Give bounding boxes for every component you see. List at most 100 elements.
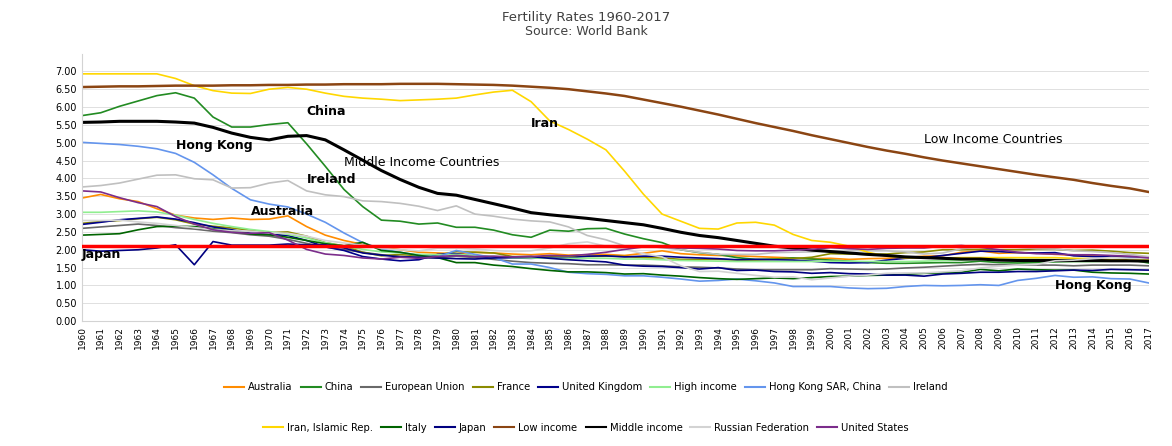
- France: [355, 250, 369, 255]
- China: [1104, 259, 1118, 264]
- Text: Japan: Japan: [82, 248, 122, 260]
- United States: [374, 256, 388, 262]
- Australia: [1010, 250, 1024, 255]
- High income: [338, 244, 352, 249]
- France: [75, 221, 89, 226]
- European Union: [75, 226, 89, 231]
- Ireland: [75, 184, 89, 190]
- United Kingdom: [75, 222, 89, 227]
- United Kingdom: [898, 256, 912, 261]
- United States: [319, 252, 333, 257]
- European Union: [131, 221, 145, 227]
- China: [169, 90, 183, 95]
- European Union: [1104, 262, 1118, 268]
- France: [730, 257, 744, 263]
- Hong Kong SAR, China: [75, 140, 89, 145]
- Japan: [917, 273, 931, 279]
- Text: Hong Kong: Hong Kong: [176, 139, 252, 152]
- European Union: [338, 247, 352, 252]
- Low income: [319, 82, 333, 87]
- Line: Hong Kong SAR, China: Hong Kong SAR, China: [82, 142, 1149, 289]
- Middle income: [338, 147, 352, 153]
- Line: Japan: Japan: [82, 242, 1149, 276]
- United Kingdom: [1142, 256, 1156, 261]
- High income: [730, 259, 744, 264]
- United Kingdom: [355, 254, 369, 259]
- Low income: [992, 166, 1006, 172]
- Hong Kong SAR, China: [861, 286, 875, 291]
- China: [338, 187, 352, 192]
- Line: Russian Federation: Russian Federation: [82, 220, 1149, 280]
- Line: China: China: [82, 93, 1149, 263]
- United States: [879, 246, 893, 251]
- France: [1104, 248, 1118, 254]
- Line: Middle income: Middle income: [82, 121, 1149, 261]
- Line: United States: United States: [82, 191, 1149, 259]
- Australia: [1104, 254, 1118, 259]
- France: [898, 250, 912, 255]
- Japan: [805, 271, 819, 276]
- Japan: [1010, 269, 1024, 274]
- Iran, Islamic Rep.: [319, 91, 333, 96]
- Iran, Islamic Rep.: [1142, 257, 1156, 263]
- Low income: [805, 132, 819, 138]
- Line: Iran, Islamic Rep.: Iran, Islamic Rep.: [82, 74, 1149, 260]
- Text: China: China: [307, 105, 346, 118]
- Line: Italy: Italy: [82, 226, 1149, 279]
- European Union: [355, 250, 369, 255]
- High income: [824, 259, 838, 264]
- Line: France: France: [82, 217, 1149, 260]
- Japan: [355, 250, 369, 256]
- Italy: [824, 274, 838, 279]
- European Union: [1010, 262, 1024, 268]
- High income: [1104, 257, 1118, 262]
- Middle income: [75, 120, 89, 125]
- United Kingdom: [150, 214, 164, 219]
- Line: Low income: Low income: [82, 84, 1149, 192]
- Iran, Islamic Rep.: [1104, 257, 1118, 262]
- Legend: Australia, China, European Union, France, United Kingdom, High income, Hong Kong: Australia, China, European Union, France…: [220, 378, 952, 396]
- United States: [805, 247, 819, 252]
- Iran, Islamic Rep.: [75, 71, 89, 77]
- Italy: [898, 272, 912, 277]
- Australia: [355, 242, 369, 247]
- Japan: [879, 273, 893, 278]
- France: [1142, 251, 1156, 256]
- Ireland: [879, 248, 893, 253]
- China: [1142, 260, 1156, 266]
- Hong Kong SAR, China: [1104, 276, 1118, 281]
- Australia: [805, 256, 819, 261]
- Australia: [338, 238, 352, 243]
- France: [824, 251, 838, 256]
- United States: [1142, 255, 1156, 260]
- Russian Federation: [113, 218, 127, 223]
- Line: Australia: Australia: [82, 194, 1149, 260]
- China: [75, 113, 89, 118]
- Middle income: [1142, 259, 1156, 264]
- United Kingdom: [805, 259, 819, 264]
- Australia: [75, 195, 89, 201]
- Australia: [843, 257, 857, 262]
- Line: High income: High income: [82, 211, 1149, 261]
- Ireland: [1104, 250, 1118, 255]
- Japan: [338, 245, 352, 251]
- Italy: [338, 243, 352, 248]
- China: [355, 204, 369, 209]
- Text: Middle Income Countries: Middle Income Countries: [345, 156, 499, 169]
- High income: [131, 208, 145, 214]
- Russian Federation: [355, 243, 369, 248]
- Iran, Islamic Rep.: [861, 250, 875, 255]
- United Kingdom: [338, 248, 352, 253]
- Low income: [1104, 183, 1118, 189]
- Middle income: [992, 257, 1006, 263]
- High income: [1142, 257, 1156, 263]
- Low income: [1142, 189, 1156, 194]
- France: [1010, 247, 1024, 252]
- China: [879, 260, 893, 266]
- Hong Kong SAR, China: [786, 284, 800, 289]
- Hong Kong SAR, China: [319, 219, 333, 225]
- High income: [355, 247, 369, 252]
- Hong Kong SAR, China: [1142, 280, 1156, 285]
- Low income: [393, 81, 407, 87]
- Text: Fertility Rates 1960-2017: Fertility Rates 1960-2017: [502, 11, 670, 24]
